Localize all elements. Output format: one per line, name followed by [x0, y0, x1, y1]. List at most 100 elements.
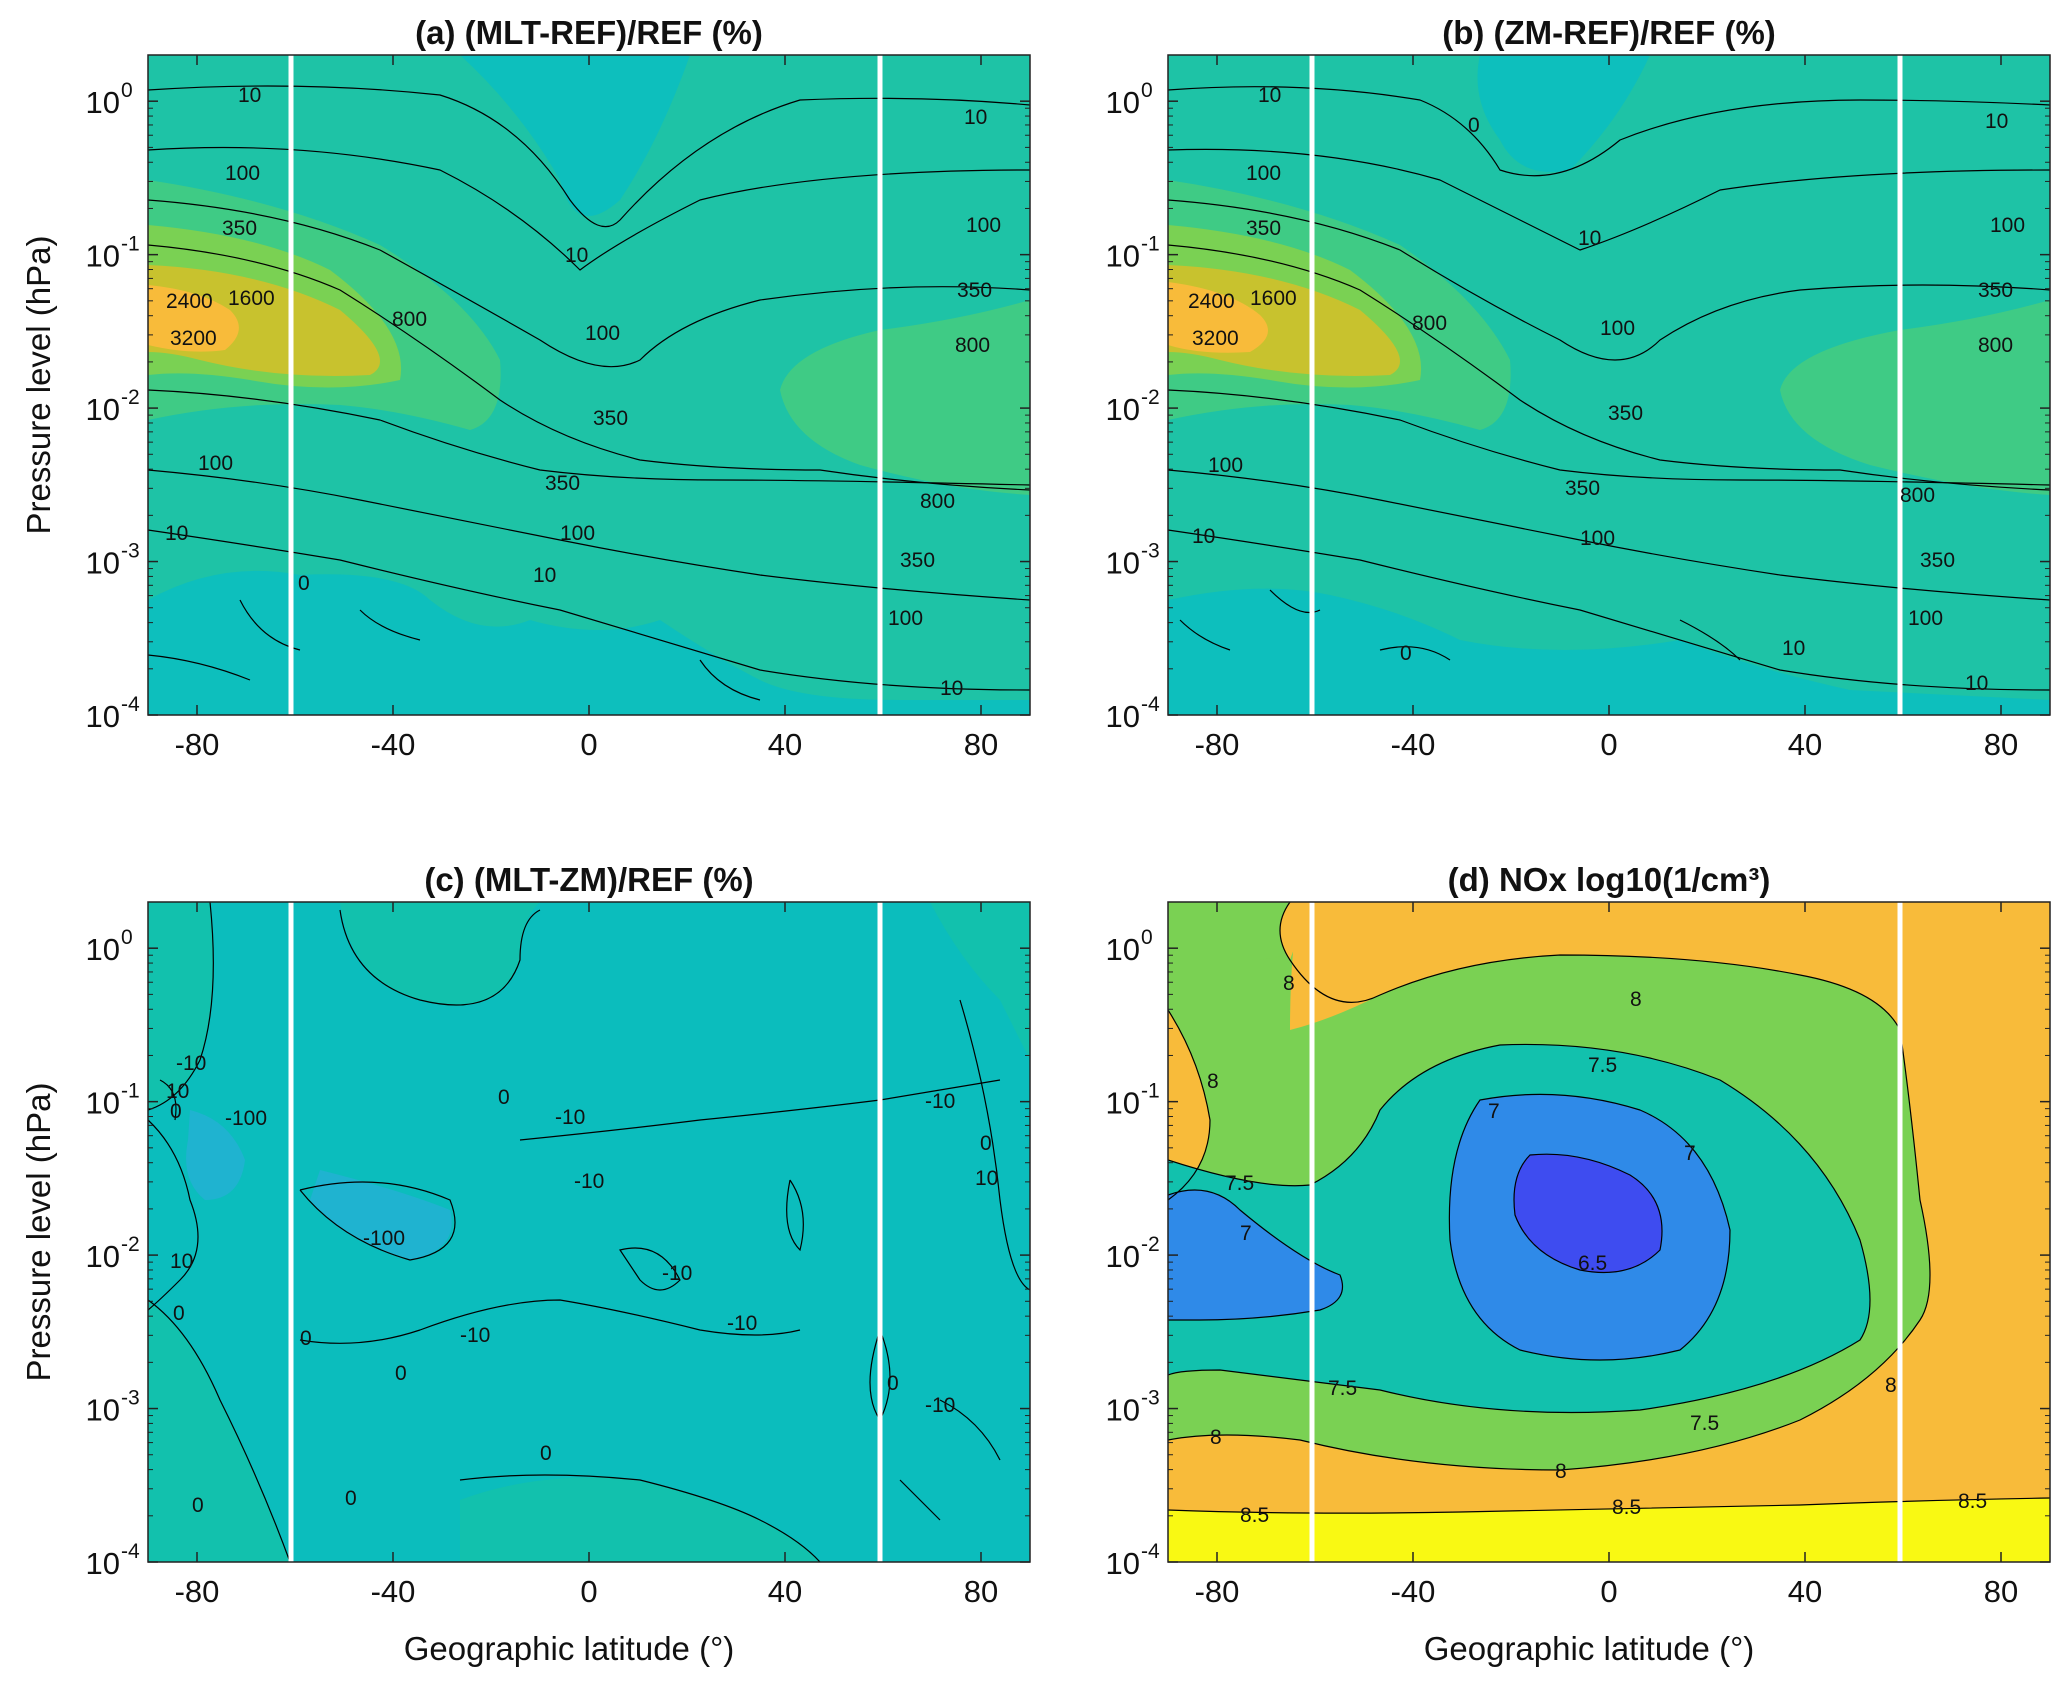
- y-tick-exponent: 0: [121, 79, 133, 102]
- c-clabel: 0: [540, 1442, 552, 1465]
- x-tick-label: 80: [964, 1574, 998, 1609]
- panel-a-field: 10 100 350 2400 1600 3200 800 100 350 35…: [148, 55, 1030, 715]
- y-tick-exponent: -1: [121, 1080, 140, 1103]
- y-tick-label: 10: [86, 239, 120, 274]
- a-clabel: 10: [165, 522, 188, 545]
- c-clabel: 10: [170, 1250, 193, 1273]
- a-clabel: 800: [955, 334, 990, 357]
- panel-a-ylabel: Pressure level (hPa): [20, 236, 57, 535]
- b-clabel: 0: [1400, 642, 1412, 665]
- c-teal-left-bottom: [148, 1300, 290, 1562]
- a-clabel: 800: [392, 308, 427, 331]
- c-contours: [148, 902, 1030, 1562]
- b-clabel: 100: [1580, 527, 1615, 550]
- x-tick-label: 40: [1788, 1574, 1822, 1609]
- b-clabel: 10: [1965, 672, 1988, 695]
- c-clabel: 0: [887, 1372, 899, 1395]
- a-clabel: 2400: [166, 290, 213, 313]
- a-cyan-bottom: [148, 570, 1030, 715]
- y-tick-label: 10: [86, 1239, 120, 1274]
- d-contours: [1168, 902, 2050, 1514]
- a-clabel: 350: [545, 472, 580, 495]
- c-clabel: -10: [925, 1394, 955, 1417]
- d-clabel: 7.5: [1690, 1412, 1719, 1435]
- x-tick-label: 0: [580, 1574, 597, 1609]
- x-tick-label: -40: [1391, 1574, 1436, 1609]
- b-clabel: 350: [1246, 217, 1281, 240]
- x-tick-label: 0: [580, 727, 597, 762]
- a-clabel: 100: [966, 214, 1001, 237]
- y-tick-label: 10: [86, 699, 120, 734]
- d-indigo: [1514, 1154, 1662, 1273]
- a-clabel: 350: [593, 407, 628, 430]
- c-teal-right: [930, 902, 1030, 1060]
- a-clabel: 10: [964, 106, 987, 129]
- y-tick-label: 10: [1106, 392, 1140, 427]
- b-clabel: 350: [1920, 549, 1955, 572]
- d-clabel: 6.5: [1578, 1252, 1607, 1275]
- x-tick-label: 80: [1984, 1574, 2018, 1609]
- x-tick-label: 40: [1788, 727, 1822, 762]
- b-clabel: 800: [1900, 484, 1935, 507]
- c-clabel: 0: [173, 1302, 185, 1325]
- d-green-top: [1168, 902, 1290, 960]
- y-tick-label: 10: [86, 85, 120, 120]
- d-clabel: 8: [1210, 1426, 1222, 1449]
- d-clabel: 7: [1240, 1222, 1252, 1245]
- a-contours: [148, 85, 1030, 701]
- y-tick-exponent: -3: [121, 1387, 140, 1410]
- a-clabel: 10: [565, 244, 588, 267]
- a-clabel: 350: [900, 549, 935, 572]
- x-tick-label: -80: [1195, 1574, 1240, 1609]
- y-tick-label: 10: [86, 392, 120, 427]
- c-clabel: 0: [300, 1327, 312, 1350]
- d-clabel: 7: [1684, 1142, 1696, 1165]
- y-tick-exponent: -3: [1141, 1387, 1160, 1410]
- a-clabel: 0: [298, 572, 310, 595]
- a-orange: [148, 285, 239, 352]
- y-tick-exponent: -3: [121, 540, 140, 563]
- x-tick-label: 0: [1600, 727, 1617, 762]
- a-clabel: 350: [222, 217, 257, 240]
- panel-c-field: -10 10 0 -100 0 -10 -10 -100 10 0 0 0 -1…: [148, 902, 1030, 1562]
- b-clabel: 2400: [1188, 290, 1235, 313]
- b-clabel: 800: [1412, 312, 1447, 335]
- panel-a: (a) (MLT-REF)/REF (%): [20, 14, 1031, 716]
- c-clabel: 0: [980, 1132, 992, 1155]
- b-clabel: 800: [1978, 334, 2013, 357]
- d-clabel: 7.5: [1225, 1172, 1254, 1195]
- x-tick-label: -80: [1195, 727, 1240, 762]
- a-clabel: 100: [198, 452, 233, 475]
- b-clabel: 100: [1990, 214, 2025, 237]
- a-clabel: 100: [888, 607, 923, 630]
- x-tick-label: -40: [1391, 727, 1436, 762]
- y-tick-exponent: -4: [121, 693, 140, 716]
- a-contour-labels: 10 100 350 2400 1600 3200 800 100 350 35…: [165, 84, 1001, 700]
- c-clabel: -10: [662, 1262, 692, 1285]
- d-clabel: 8.5: [1612, 1496, 1641, 1519]
- y-tick-label: 10: [1106, 239, 1140, 274]
- a-clabel: 10: [940, 677, 963, 700]
- panel-a-title: (a) (MLT-REF)/REF (%): [415, 14, 763, 51]
- c-clabel: -100: [363, 1227, 405, 1250]
- x-tick-label: 80: [1984, 727, 2018, 762]
- b-clabel: 0: [1468, 114, 1480, 137]
- a-clabel: 3200: [170, 327, 217, 350]
- y-tick-label: 10: [86, 932, 120, 967]
- y-tick-label: 10: [1106, 932, 1140, 967]
- c-clabel: 10: [975, 1167, 998, 1190]
- a-clabel: 350: [957, 279, 992, 302]
- d-clabel: 7: [1488, 1100, 1500, 1123]
- b-clabel: 10: [1578, 227, 1601, 250]
- x-tick-label: 80: [964, 727, 998, 762]
- y-tick-label: 10: [86, 1393, 120, 1428]
- a-clabel: 800: [920, 490, 955, 513]
- d-clabel: 8: [1630, 988, 1642, 1011]
- b-cyan-top: [1477, 55, 1650, 172]
- y-tick-label: 10: [86, 1086, 120, 1121]
- y-tick-label: 10: [1106, 85, 1140, 120]
- c-clabel: -100: [225, 1107, 267, 1130]
- y-tick-exponent: -2: [121, 386, 140, 409]
- c-clabel: 10: [166, 1080, 189, 1103]
